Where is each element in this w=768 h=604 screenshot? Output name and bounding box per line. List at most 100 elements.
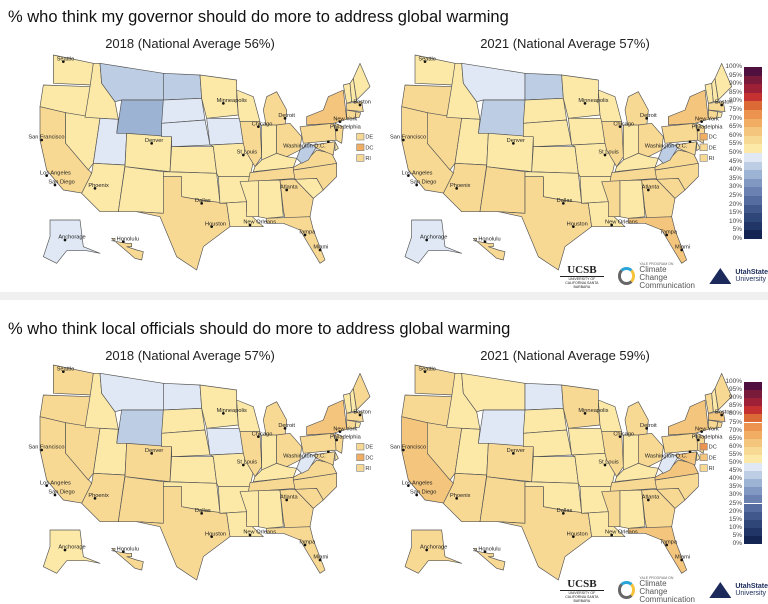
state-wy[interactable] [116,99,164,137]
state-de[interactable] [696,451,701,461]
state-de[interactable] [334,141,339,151]
state-ak[interactable] [42,529,101,574]
small-state-swatch-dc[interactable] [699,442,708,451]
small-state-swatch-ri[interactable] [699,464,708,472]
state-nj[interactable] [334,433,344,454]
state-ct[interactable] [707,109,719,120]
state-ct[interactable] [346,109,357,120]
state-ct[interactable] [346,419,357,430]
state-ks[interactable] [169,146,217,174]
state-me[interactable] [714,62,733,101]
state-sd[interactable] [161,408,206,434]
state-ms[interactable] [601,490,621,527]
state-mn[interactable] [199,74,239,119]
state-al[interactable] [258,489,284,529]
state-ia[interactable] [206,118,244,146]
state-oh[interactable] [637,433,664,467]
state-me[interactable] [353,373,371,411]
state-ri[interactable] [716,111,723,118]
small-state-swatch-ri[interactable] [699,154,708,162]
state-wi[interactable] [598,89,623,122]
state-sd[interactable] [523,408,568,434]
state-ky[interactable] [614,152,659,172]
state-wi[interactable] [598,399,623,432]
small-state-swatch-de[interactable] [356,442,365,451]
state-wy[interactable] [478,99,526,137]
state-nm[interactable] [479,476,526,524]
state-ak[interactable] [404,219,462,264]
state-mn[interactable] [561,384,601,429]
state-nd[interactable] [162,383,202,411]
state-nm[interactable] [479,166,526,214]
state-ks[interactable] [169,456,217,484]
state-ks[interactable] [531,456,579,484]
state-ny[interactable] [306,399,347,436]
state-wy[interactable] [116,409,164,447]
state-wi[interactable] [236,399,261,432]
state-nm[interactable] [118,166,164,214]
state-ny[interactable] [306,89,347,126]
state-ks[interactable] [531,146,579,174]
state-hi[interactable] [111,237,144,261]
small-state-swatch-dc[interactable] [356,143,365,151]
small-state-swatch-de[interactable] [699,143,708,151]
state-ri[interactable] [716,421,723,428]
state-mn[interactable] [199,384,239,429]
state-fl[interactable] [627,526,688,574]
state-me[interactable] [353,62,371,101]
state-de[interactable] [334,451,339,461]
state-ny[interactable] [667,89,709,126]
state-nh[interactable] [711,78,719,102]
state-al[interactable] [619,179,646,219]
state-nh[interactable] [349,78,357,102]
state-tx[interactable] [498,176,593,271]
state-wi[interactable] [236,89,261,122]
state-fl[interactable] [266,526,326,574]
small-state-swatch-de[interactable] [699,453,708,461]
state-nd[interactable] [162,73,202,101]
state-ia[interactable] [568,428,606,456]
state-ms[interactable] [239,490,259,527]
state-hi[interactable] [111,547,144,571]
state-tx[interactable] [136,486,231,581]
state-me[interactable] [714,373,733,411]
state-fl[interactable] [266,216,326,264]
state-ct[interactable] [707,419,719,430]
state-nm[interactable] [118,476,164,524]
state-nd[interactable] [524,73,564,101]
state-fl[interactable] [627,216,688,264]
state-ny[interactable] [667,399,709,436]
state-nh[interactable] [711,388,719,412]
state-ia[interactable] [206,428,244,456]
state-al[interactable] [619,489,646,529]
state-ky[interactable] [614,463,659,482]
small-state-swatch-dc[interactable] [699,133,708,141]
state-ak[interactable] [42,219,101,264]
state-ia[interactable] [568,118,606,146]
small-state-swatch-ri[interactable] [356,464,365,472]
state-hi[interactable] [473,237,506,261]
small-state-swatch-dc[interactable] [356,453,365,461]
small-state-swatch-de[interactable] [356,133,365,141]
state-nj[interactable] [334,123,344,144]
state-ky[interactable] [252,152,297,172]
state-ms[interactable] [239,180,259,217]
state-al[interactable] [258,179,284,219]
state-de[interactable] [696,141,701,151]
state-oh[interactable] [276,123,302,157]
state-sd[interactable] [523,98,568,124]
state-mn[interactable] [561,74,601,119]
state-ky[interactable] [252,463,297,482]
state-nh[interactable] [349,388,357,412]
state-oh[interactable] [637,123,664,157]
state-ri[interactable] [355,421,361,428]
state-wy[interactable] [478,409,526,447]
state-tx[interactable] [498,486,593,581]
state-sd[interactable] [161,98,206,124]
state-tx[interactable] [136,176,231,271]
state-ri[interactable] [355,111,361,118]
state-ms[interactable] [601,180,621,217]
small-state-swatch-ri[interactable] [356,154,365,162]
state-oh[interactable] [276,433,302,467]
state-nd[interactable] [524,383,564,411]
